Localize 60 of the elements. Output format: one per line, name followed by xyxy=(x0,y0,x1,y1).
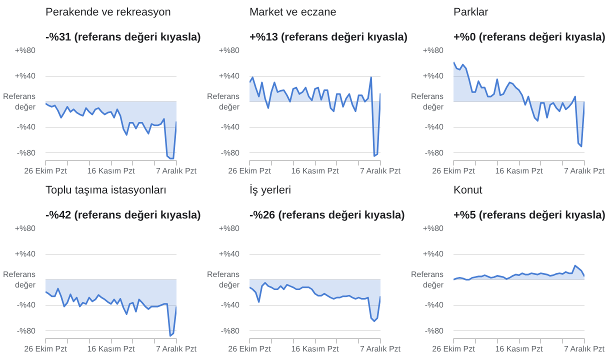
y-tick-label: +%80 xyxy=(14,46,36,55)
x-tick-label: 16 Kasım Pzt xyxy=(495,344,544,354)
chart-title: Parklar xyxy=(454,6,489,18)
x-tick-label: 16 Kasım Pzt xyxy=(495,166,544,176)
y-tick-label: +%40 xyxy=(14,72,36,81)
y-tick-label: Referans değer xyxy=(207,92,240,112)
chart-subtitle: -%42 (referans değeri kıyasla) xyxy=(46,210,202,222)
y-tick-label: +%40 xyxy=(422,72,444,81)
chart-title: Toplu taşıma istasyonları xyxy=(46,184,167,196)
x-tick-label: 16 Kasım Pzt xyxy=(87,344,136,354)
chart-subtitle: -%26 (referans değeri kıyasla) xyxy=(250,210,406,222)
y-tick-label: -%40 xyxy=(16,300,36,310)
y-tick-label: Referans değer xyxy=(411,92,444,112)
chart-subtitle: +%0 (referans değeri kıyasla) xyxy=(454,32,606,44)
chart-title: Perakende ve rekreasyon xyxy=(46,6,171,18)
y-tick-label: +%80 xyxy=(422,224,444,233)
x-tick-label: 7 Aralık Pzt xyxy=(156,166,198,176)
y-tick-label: -%40 xyxy=(16,122,36,132)
chart-title: Market ve eczane xyxy=(250,6,336,18)
chart-subtitle: -%31 (referans değeri kıyasla) xyxy=(46,32,202,44)
x-tick-label: 7 Aralık Pzt xyxy=(156,344,198,354)
y-tick-label: -%80 xyxy=(16,326,36,336)
y-tick-label: +%80 xyxy=(422,46,444,55)
y-tick-label: Referans değer xyxy=(3,92,36,112)
x-tick-label: 26 Ekim Pzt xyxy=(228,344,272,354)
x-tick-label: 26 Ekim Pzt xyxy=(432,344,476,354)
y-tick-label: +%40 xyxy=(218,250,240,259)
y-tick-label: +%80 xyxy=(218,224,240,233)
y-tick-label: +%80 xyxy=(218,46,240,55)
y-tick-label: -%80 xyxy=(424,148,444,158)
x-tick-label: 26 Ekim Pzt xyxy=(24,166,68,176)
x-tick-label: 26 Ekim Pzt xyxy=(432,166,476,176)
y-tick-label: -%80 xyxy=(16,148,36,158)
x-tick-label: 7 Aralık Pzt xyxy=(360,166,402,176)
y-tick-label: Referans değer xyxy=(207,270,240,290)
y-tick-label: -%80 xyxy=(424,326,444,336)
y-tick-label: +%40 xyxy=(218,72,240,81)
y-tick-label: -%40 xyxy=(220,122,240,132)
y-tick-label: +%80 xyxy=(14,224,36,233)
y-tick-label: +%40 xyxy=(14,250,36,259)
x-tick-label: 16 Kasım Pzt xyxy=(291,344,340,354)
chart-subtitle: +%13 (referans değeri kıyasla) xyxy=(250,32,408,44)
y-tick-label: -%40 xyxy=(220,300,240,310)
x-tick-label: 7 Aralık Pzt xyxy=(564,344,606,354)
y-tick-label: Referans değer xyxy=(3,270,36,290)
y-tick-label: -%40 xyxy=(424,122,444,132)
x-tick-label: 7 Aralık Pzt xyxy=(360,344,402,354)
x-tick-label: 16 Kasım Pzt xyxy=(87,166,136,176)
y-tick-label: +%40 xyxy=(422,250,444,259)
x-tick-label: 16 Kasım Pzt xyxy=(291,166,340,176)
x-tick-label: 7 Aralık Pzt xyxy=(564,166,606,176)
x-tick-label: 26 Ekim Pzt xyxy=(24,344,68,354)
chart-title: Konut xyxy=(454,184,482,196)
y-tick-label: -%40 xyxy=(424,300,444,310)
y-tick-label: -%80 xyxy=(220,148,240,158)
chart-title: İş yerleri xyxy=(250,184,292,196)
chart-subtitle: +%5 (referans değeri kıyasla) xyxy=(454,210,606,222)
y-tick-label: Referans değer xyxy=(411,270,444,290)
x-tick-label: 26 Ekim Pzt xyxy=(228,166,272,176)
y-tick-label: -%80 xyxy=(220,326,240,336)
